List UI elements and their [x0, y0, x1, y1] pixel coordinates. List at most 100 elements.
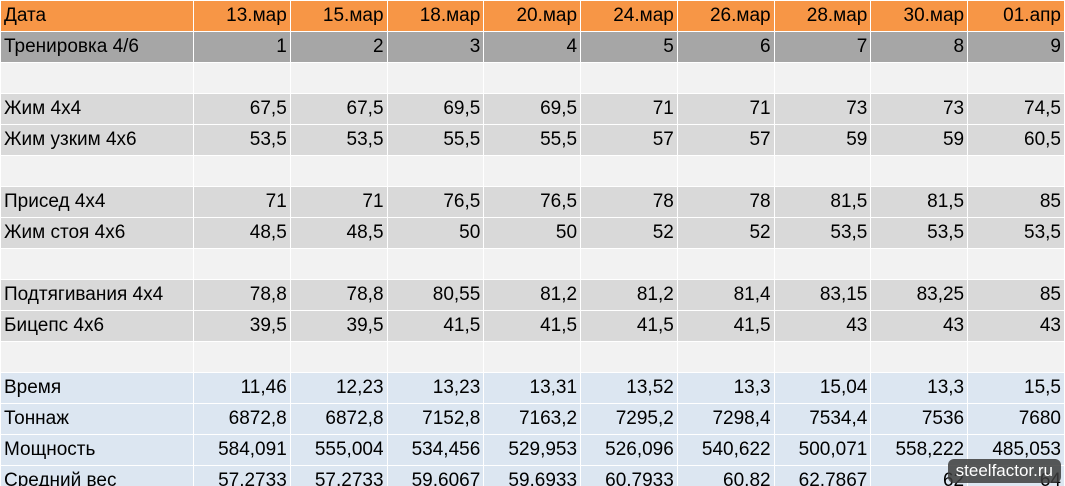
row-label: Время [0, 372, 194, 404]
empty-cell [289, 62, 388, 94]
cell: 43 [870, 310, 969, 342]
cell: 67,5 [193, 93, 291, 125]
cell: 41,5 [580, 310, 678, 342]
cell: 01.апр [967, 0, 1065, 32]
empty-cell [193, 155, 291, 187]
cell: 15,5 [967, 372, 1065, 404]
cell: 24.мар [580, 0, 678, 32]
cell: 39,5 [193, 310, 291, 342]
cell: 78 [580, 186, 678, 218]
cell: 81,2 [483, 279, 582, 311]
cell: 584,091 [193, 434, 291, 466]
row-label: Жим стоя 4х6 [0, 217, 194, 249]
cell: 78 [676, 186, 775, 218]
cell: 534,456 [386, 434, 485, 466]
table-row: Присед 4х4 71 71 76,5 76,5 78 78 81,5 81,5 85 [0, 186, 1065, 218]
cell: 15,04 [773, 372, 872, 404]
cell: 6 [676, 31, 775, 63]
cell: 73 [773, 93, 872, 125]
cell: 50 [386, 217, 485, 249]
cell: 71 [676, 93, 775, 125]
cell: 78,8 [193, 279, 291, 311]
cell: 78,8 [289, 279, 388, 311]
cell: 41,5 [676, 310, 775, 342]
empty-cell [676, 341, 775, 373]
cell: 5 [580, 31, 678, 63]
row-label: Жим 4х4 [0, 93, 194, 125]
cell: 7152,8 [386, 403, 485, 435]
empty-cell [0, 155, 194, 187]
table-row: Тоннаж 6872,8 6872,8 7152,8 7163,2 7295,2 7298… [0, 403, 1065, 435]
empty-cell [676, 155, 775, 187]
empty-cell [580, 248, 678, 280]
cell: 83,15 [773, 279, 872, 311]
empty-cell [676, 62, 775, 94]
empty-cell [773, 248, 872, 280]
empty-cell [676, 248, 775, 280]
cell: 81,4 [676, 279, 775, 311]
cell: 41,5 [386, 310, 485, 342]
cell: 7534,4 [773, 403, 872, 435]
cell: 13,52 [580, 372, 678, 404]
cell: 53,5 [870, 217, 969, 249]
cell: 7295,2 [580, 403, 678, 435]
cell: 500,071 [773, 434, 872, 466]
cell: 83,25 [870, 279, 969, 311]
cell: 60,82 [676, 465, 775, 486]
cell: 13,3 [676, 372, 775, 404]
cell: 26.мар [676, 0, 775, 32]
cell: 8 [870, 31, 969, 63]
cell: 59,6933 [483, 465, 582, 486]
empty-cell [289, 155, 388, 187]
empty-cell [386, 341, 485, 373]
cell: 60,5 [967, 124, 1065, 156]
cell: 3 [386, 31, 485, 63]
cell: 28.мар [773, 0, 872, 32]
empty-cell [967, 248, 1065, 280]
cell: 62,7867 [773, 465, 872, 486]
cell: 11,46 [193, 372, 291, 404]
cell: 59,6067 [386, 465, 485, 486]
cell: 76,5 [483, 186, 582, 218]
empty-cell [386, 62, 485, 94]
cell: 76,5 [386, 186, 485, 218]
table-row: Жим узким 4х6 53,5 53,5 55,5 55,5 57 57 59 59 60,… [0, 124, 1065, 156]
cell: 59 [870, 124, 969, 156]
cell: 43 [967, 310, 1065, 342]
empty-cell [483, 62, 582, 94]
cell: 7536 [870, 403, 969, 435]
cell: 1 [193, 31, 291, 63]
watermark: steelfactor.ru [947, 459, 1061, 483]
cell: 6872,8 [193, 403, 291, 435]
row-label: Дата [0, 0, 194, 32]
cell: 2 [289, 31, 388, 63]
cell: 558,222 [870, 434, 969, 466]
cell: 13,23 [386, 372, 485, 404]
cell: 555,004 [289, 434, 388, 466]
empty-cell [870, 62, 969, 94]
cell: 48,5 [289, 217, 388, 249]
empty-cell [0, 341, 194, 373]
empty-cell [967, 341, 1065, 373]
row-label: Присед 4х4 [0, 186, 194, 218]
cell: 71 [580, 93, 678, 125]
cell: 7163,2 [483, 403, 582, 435]
empty-cell [386, 155, 485, 187]
empty-cell [483, 155, 582, 187]
table-row: Подтягивания 4х4 78,8 78,8 80,55 81,2 81,2 81,… [0, 279, 1065, 311]
empty-cell [870, 155, 969, 187]
cell: 9 [967, 31, 1065, 63]
cell: 74,5 [967, 93, 1065, 125]
cell: 13,3 [870, 372, 969, 404]
cell: 43 [773, 310, 872, 342]
cell: 60,7933 [580, 465, 678, 486]
empty-cell [289, 248, 388, 280]
cell: 53,5 [289, 124, 388, 156]
cell: 52 [676, 217, 775, 249]
cell: 55,5 [483, 124, 582, 156]
empty-cell [0, 62, 194, 94]
cell: 30.мар [870, 0, 969, 32]
